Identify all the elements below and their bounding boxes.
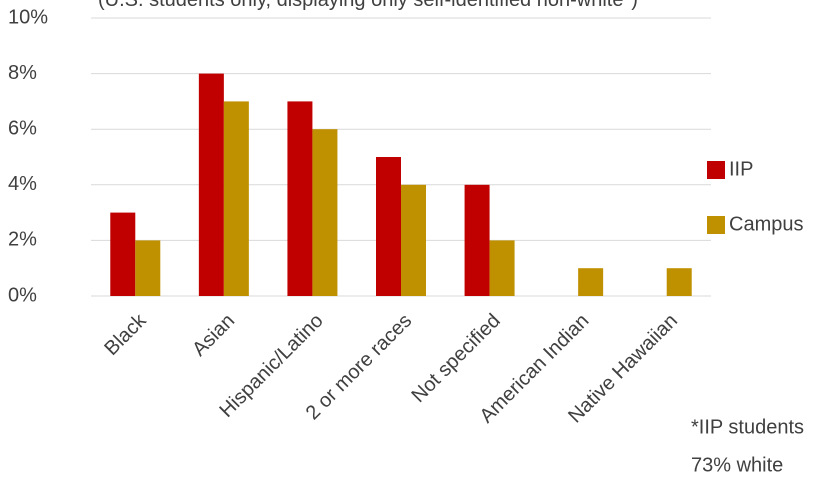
bar	[110, 212, 136, 296]
x-tick-label: Black	[100, 309, 151, 360]
chart-subtitle: (U.S. students only, displaying only sel…	[98, 0, 638, 11]
y-tick-label: 10%	[8, 6, 48, 28]
y-tick-label: 4%	[8, 173, 37, 195]
x-tick-label: Not specified	[408, 310, 505, 407]
legend-label: IIP	[729, 158, 753, 180]
legend-swatch	[707, 216, 725, 234]
bar	[135, 240, 161, 296]
bar	[223, 101, 249, 297]
annotation: 73% white	[691, 454, 783, 476]
x-tick-label: Asian	[188, 310, 239, 361]
y-tick-label: 2%	[8, 229, 37, 251]
legend-swatch	[707, 161, 725, 179]
y-tick-label: 8%	[8, 62, 37, 84]
bar	[578, 268, 604, 296]
bar	[312, 129, 338, 296]
y-tick-label: 6%	[8, 117, 37, 139]
legend-label: Campus	[729, 213, 803, 235]
bar	[376, 157, 401, 296]
bar	[464, 184, 490, 296]
bar	[489, 240, 515, 296]
y-tick-label: 0%	[8, 284, 37, 306]
annotation: *IIP students	[691, 416, 804, 438]
bar	[666, 268, 692, 296]
bar	[287, 101, 313, 297]
bar	[198, 73, 224, 296]
bar	[401, 184, 426, 296]
